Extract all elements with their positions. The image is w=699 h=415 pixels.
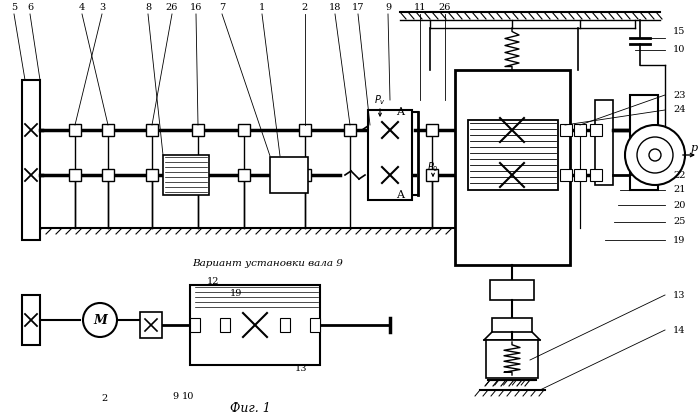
Bar [539,124,551,136]
Bar [140,312,162,338]
Text: 26: 26 [439,3,451,12]
Text: 4: 4 [79,3,85,12]
Text: 12: 12 [207,276,219,286]
Bar [426,169,438,181]
Text: 23: 23 [673,90,686,100]
Circle shape [637,137,673,173]
Bar [456,169,468,181]
Bar [574,124,586,136]
Text: 19: 19 [673,235,686,244]
Text: 16: 16 [190,3,202,12]
Bar [192,169,204,181]
Bar [146,124,158,136]
Bar [69,124,81,136]
Text: A: A [396,190,404,200]
Bar [630,95,658,190]
Bar [344,124,356,136]
Bar [426,124,438,136]
Circle shape [649,149,661,161]
Bar [102,124,114,136]
Text: A: A [396,107,404,117]
Bar [492,318,532,332]
Bar [238,169,250,181]
Text: $P_v$: $P_v$ [374,93,386,107]
Bar [270,157,308,193]
Text: 25: 25 [673,217,686,227]
Text: 14: 14 [673,325,686,334]
Text: 2: 2 [102,393,108,403]
Bar [468,120,558,190]
Text: 11: 11 [414,3,426,12]
Text: 13: 13 [295,364,308,373]
Bar [299,124,311,136]
Circle shape [625,125,685,185]
Bar [486,340,538,378]
Bar [310,318,320,332]
Text: 5: 5 [11,3,17,12]
Text: 9: 9 [385,3,391,12]
Bar [560,124,572,136]
Bar [590,169,602,181]
Bar [280,318,290,332]
Bar [190,318,200,332]
Bar [574,169,586,181]
Text: 21: 21 [673,186,686,195]
Bar [146,169,158,181]
Bar [456,124,468,136]
Text: 13: 13 [673,290,686,300]
Bar [220,318,230,332]
Text: 10: 10 [673,46,686,54]
Bar [22,80,40,240]
Text: M: M [93,313,107,327]
Bar [163,155,209,195]
Circle shape [83,303,117,337]
Text: 17: 17 [352,3,364,12]
Text: Фиг. 1: Фиг. 1 [230,401,271,415]
Bar [539,169,551,181]
Bar [490,280,534,300]
Text: 18: 18 [329,3,341,12]
Text: $P_0$: $P_0$ [427,160,439,174]
Bar [595,100,613,185]
Text: 1: 1 [259,3,265,12]
Text: Вариант установки вала 9: Вариант установки вала 9 [192,259,343,268]
Bar [560,169,572,181]
Text: 6: 6 [27,3,33,12]
Bar [238,124,250,136]
Text: 24: 24 [673,105,686,115]
Text: 10: 10 [182,391,194,400]
Bar [368,110,412,200]
Text: 19: 19 [230,288,243,298]
Text: 8: 8 [145,3,151,12]
Bar [590,124,602,136]
Bar [69,169,81,181]
Bar [22,295,40,345]
Text: p: p [691,143,698,153]
Text: 3: 3 [99,3,105,12]
Bar [102,169,114,181]
Text: 9: 9 [172,391,178,400]
Bar [190,285,320,365]
Text: 7: 7 [219,3,225,12]
Text: 20: 20 [673,200,686,210]
Text: 2: 2 [302,3,308,12]
Bar [299,169,311,181]
Text: 22: 22 [673,171,686,180]
Bar [455,70,570,265]
Text: 15: 15 [673,27,686,37]
Bar [192,124,204,136]
Text: 26: 26 [166,3,178,12]
